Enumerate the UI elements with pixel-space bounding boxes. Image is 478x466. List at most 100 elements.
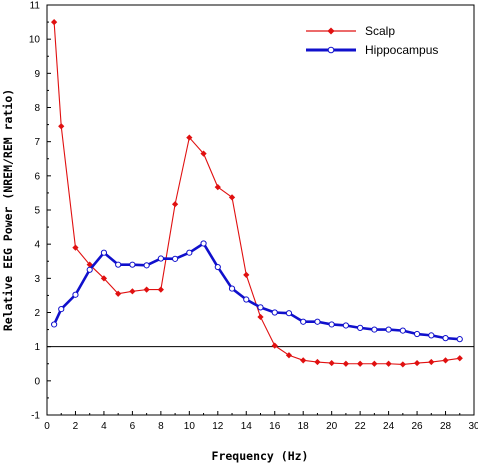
- data-point-hippocampus: [300, 318, 307, 325]
- data-point-scalp: [442, 357, 449, 364]
- x-tick-label: 18: [298, 421, 310, 432]
- data-point-hippocampus: [172, 255, 179, 262]
- x-tick-label: 8: [158, 421, 164, 432]
- data-point-hippocampus: [100, 249, 108, 256]
- data-point-hippocampus: [413, 330, 421, 338]
- series-layer: [51, 18, 463, 368]
- x-tick-label: 22: [355, 421, 367, 432]
- x-tick-label: 16: [269, 421, 281, 432]
- plot-area-frame: [46, 4, 475, 416]
- data-point-hippocampus: [357, 324, 364, 331]
- data-point-hippocampus: [186, 249, 193, 256]
- data-point-hippocampus: [271, 309, 278, 316]
- x-axis-ticks: 0 2 4 6 8 10 12 14 16 18 20 22 24 26 28 30: [44, 411, 478, 432]
- data-point-scalp: [271, 342, 278, 349]
- y-tick-label: 0: [34, 376, 40, 387]
- y-axis-ticks: -1 0 1 2 3 4 5 6 7 8 9 10 11: [29, 1, 51, 422]
- data-point-hippocampus: [285, 310, 293, 317]
- data-point-scalp: [456, 355, 463, 362]
- data-point-hippocampus: [442, 335, 449, 342]
- y-tick-label: 6: [34, 171, 40, 182]
- series-line-hippocampus: [52, 242, 460, 341]
- x-tick-label: 14: [241, 421, 253, 432]
- data-point-hippocampus: [399, 327, 406, 334]
- legend-marker-hippocampus: [327, 46, 335, 54]
- y-axis-title: Relative EEG Power (NREM/REM ratio): [1, 89, 15, 331]
- y-tick-label: 11: [30, 1, 41, 12]
- x-tick-label: 20: [326, 421, 338, 432]
- y-tick-label: 4: [34, 240, 40, 251]
- data-point-scalp: [51, 18, 58, 26]
- data-point-hippocampus: [243, 296, 250, 303]
- legend-marker-scalp: [327, 27, 335, 35]
- data-point-scalp: [129, 288, 136, 295]
- data-point-scalp: [357, 360, 364, 367]
- x-tick-label: 6: [130, 421, 136, 432]
- data-point-hippocampus: [342, 322, 349, 329]
- data-point-hippocampus: [228, 285, 236, 292]
- data-point-scalp: [342, 360, 350, 367]
- x-tick-label: 0: [44, 421, 50, 432]
- legend: Scalp Hippocampus: [306, 24, 438, 57]
- data-point-hippocampus: [214, 263, 221, 271]
- data-point-scalp: [413, 359, 421, 367]
- data-point-scalp: [314, 358, 321, 366]
- data-point-hippocampus: [428, 332, 435, 339]
- y-tick-label: 3: [34, 274, 40, 285]
- x-tick-label: 30: [468, 421, 478, 432]
- data-point-scalp: [214, 183, 221, 191]
- data-point-hippocampus: [200, 240, 207, 247]
- data-point-hippocampus: [371, 326, 378, 333]
- data-point-hippocampus: [86, 266, 93, 273]
- data-point-scalp: [428, 358, 435, 366]
- data-point-hippocampus: [257, 304, 264, 311]
- series-scalp: [51, 18, 463, 368]
- x-tick-label: 12: [212, 421, 224, 432]
- data-point-scalp: [157, 286, 164, 293]
- data-point-hippocampus: [385, 326, 392, 333]
- y-tick-label: 9: [34, 69, 40, 80]
- y-tick-label: 5: [34, 206, 40, 217]
- data-point-scalp: [200, 150, 207, 157]
- x-tick-label: 2: [73, 421, 79, 432]
- data-point-hippocampus: [314, 318, 321, 325]
- series-line-scalp: [53, 22, 460, 365]
- x-tick-label: 10: [184, 421, 196, 432]
- data-point-hippocampus: [72, 291, 79, 298]
- data-point-scalp: [328, 359, 335, 367]
- data-point-scalp: [385, 360, 392, 367]
- data-point-scalp: [285, 352, 293, 359]
- x-axis-title: Frequency (Hz): [212, 449, 309, 463]
- data-point-scalp: [399, 361, 406, 368]
- data-point-hippocampus: [143, 262, 150, 269]
- data-point-scalp: [72, 244, 79, 251]
- y-tick-label: 1: [34, 342, 40, 353]
- data-point-scalp: [143, 286, 150, 293]
- data-point-hippocampus: [58, 305, 65, 313]
- data-point-scalp: [171, 201, 179, 208]
- y-tick-label: -1: [31, 411, 40, 422]
- y-tick-label: 2: [34, 308, 40, 319]
- data-point-scalp: [371, 360, 378, 367]
- data-point-hippocampus: [51, 321, 58, 328]
- legend-label-hippocampus: Hippocampus: [365, 43, 438, 57]
- x-tick-label: 26: [412, 421, 424, 432]
- data-point-hippocampus: [456, 336, 463, 343]
- series-hippocampus: [51, 240, 463, 343]
- data-point-scalp: [257, 313, 264, 321]
- y-tick-label: 7: [34, 137, 40, 148]
- data-point-hippocampus: [129, 261, 136, 268]
- x-tick-label: 4: [101, 421, 107, 432]
- data-point-hippocampus: [157, 255, 164, 262]
- data-point-scalp: [186, 134, 193, 141]
- data-point-scalp: [243, 271, 250, 279]
- data-point-hippocampus: [115, 261, 122, 268]
- x-tick-label: 28: [440, 421, 452, 432]
- data-point-hippocampus: [328, 321, 335, 328]
- legend-label-scalp: Scalp: [365, 24, 395, 38]
- x-tick-label: 24: [383, 421, 395, 432]
- data-point-scalp: [300, 357, 307, 364]
- y-tick-label: 10: [29, 35, 41, 46]
- y-tick-label: 8: [34, 103, 40, 114]
